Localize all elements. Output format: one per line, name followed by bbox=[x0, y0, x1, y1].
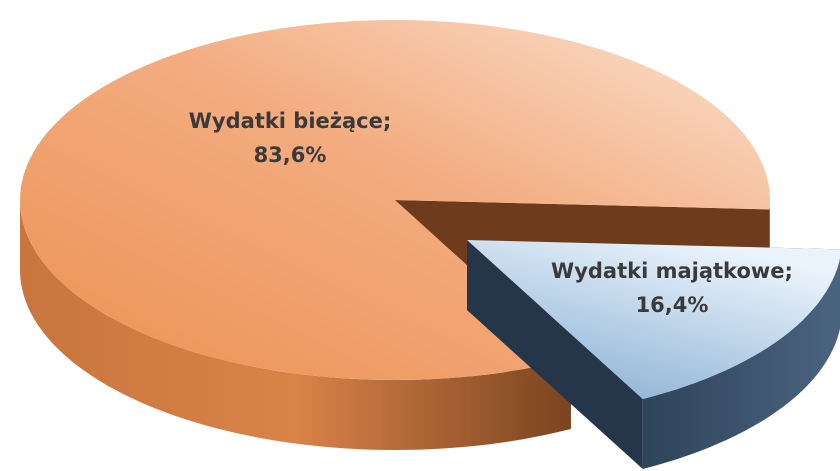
slice-side bbox=[642, 258, 840, 469]
slice-side bbox=[20, 200, 571, 450]
pie bbox=[20, 20, 840, 469]
category-label: Wydatki majątkowe bbox=[551, 259, 785, 283]
separator: ; bbox=[785, 259, 793, 283]
value-label: 83,6% bbox=[254, 143, 327, 167]
slice-top bbox=[20, 20, 770, 380]
slice-top bbox=[467, 240, 840, 399]
data-label: Wydatki majątkowe; bbox=[551, 259, 793, 283]
separator: ; bbox=[383, 109, 391, 133]
category-label: Wydatki bieżące bbox=[189, 109, 383, 133]
slice-wall bbox=[467, 240, 643, 469]
data-label: Wydatki bieżące; bbox=[189, 109, 392, 133]
value-label: 16,4% bbox=[636, 293, 709, 317]
